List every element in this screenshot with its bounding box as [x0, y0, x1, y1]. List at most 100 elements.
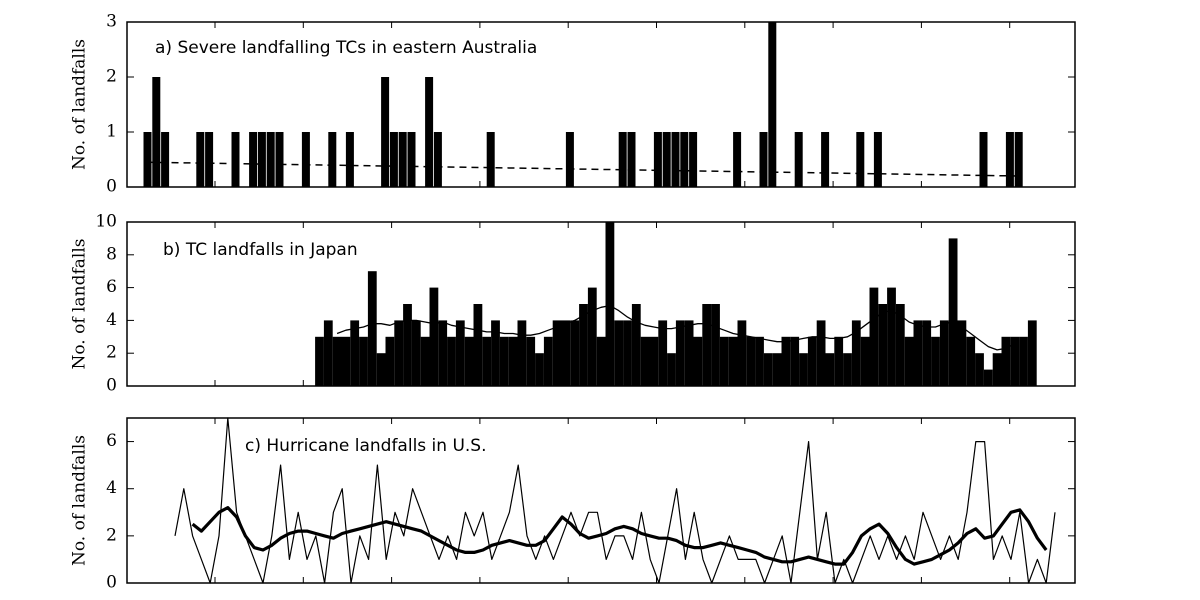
bar — [438, 320, 448, 386]
bar — [385, 336, 395, 386]
bar — [728, 336, 738, 386]
bar — [323, 320, 333, 386]
bar — [790, 336, 800, 386]
bar — [733, 132, 742, 187]
bar — [389, 132, 398, 187]
bar — [447, 336, 456, 386]
y-tick-label: 10 — [95, 212, 117, 232]
chart-title: c) Hurricane landfalls in U.S. — [245, 436, 487, 456]
bar — [376, 353, 386, 386]
bar — [1010, 336, 1020, 386]
bar — [983, 369, 993, 386]
bar — [843, 353, 852, 386]
bar — [794, 132, 803, 187]
y-tick-label: 2 — [106, 525, 117, 545]
bar — [772, 353, 782, 386]
bar — [407, 132, 416, 187]
bar — [1014, 132, 1023, 187]
bar — [535, 353, 544, 386]
panel: 0 2 4 6 No. of landfalls c) Hurricane landfal… — [70, 417, 1076, 593]
bar — [931, 336, 940, 386]
bar — [552, 320, 562, 386]
bar — [491, 320, 500, 386]
bar — [759, 132, 768, 187]
bar — [966, 336, 976, 386]
bar — [359, 336, 368, 386]
bar — [702, 304, 712, 386]
y-tick-label: 3 — [106, 12, 117, 32]
bar — [315, 336, 324, 386]
series-line — [174, 417, 1056, 584]
bar — [473, 304, 483, 386]
bar — [543, 336, 553, 386]
bar — [429, 287, 439, 386]
bar — [367, 271, 377, 386]
bar — [398, 132, 407, 187]
bar — [455, 320, 465, 386]
y-tick-label: 8 — [106, 244, 117, 264]
bar — [975, 353, 984, 386]
bar — [631, 304, 641, 386]
bar — [821, 132, 830, 187]
bar — [161, 132, 170, 187]
bar — [675, 320, 685, 386]
y-tick-label: 0 — [106, 177, 117, 197]
bar — [948, 238, 958, 386]
bar — [614, 320, 624, 386]
bar — [653, 132, 662, 187]
bar — [746, 336, 756, 386]
bar — [257, 132, 266, 187]
bar — [482, 336, 492, 386]
bar — [957, 320, 967, 386]
bar — [381, 77, 390, 187]
trend-line — [147, 161, 1019, 177]
bar — [499, 336, 509, 386]
bar — [913, 320, 923, 386]
bar — [196, 132, 205, 187]
chart-title: b) TC landfalls in Japan — [163, 240, 358, 260]
bar — [579, 304, 588, 386]
bar — [350, 320, 360, 386]
bar — [658, 320, 668, 386]
bar — [301, 132, 310, 187]
bar — [755, 336, 764, 386]
bar — [860, 336, 870, 386]
y-tick-label: 2 — [106, 343, 117, 363]
bar — [781, 336, 791, 386]
bar — [231, 132, 240, 187]
y-tick-label: 0 — [106, 573, 117, 593]
bar — [623, 320, 632, 386]
y-axis-label: No. of landfalls — [70, 239, 90, 370]
y-tick-label: 2 — [106, 67, 117, 87]
panel: 0 1 2 3 No. of landfalls a) Severe landfallin… — [70, 12, 1076, 197]
bar — [719, 336, 729, 386]
bar — [711, 304, 720, 386]
bar — [825, 353, 835, 386]
bar — [689, 132, 698, 187]
bar — [433, 132, 442, 187]
bar — [332, 336, 342, 386]
y-tick-label: 4 — [106, 310, 117, 330]
bar — [1001, 336, 1011, 386]
series-line — [191, 506, 1048, 566]
bar — [680, 132, 689, 187]
bar — [570, 320, 580, 386]
bar — [873, 132, 882, 187]
y-tick-label: 6 — [106, 431, 117, 451]
bar — [992, 353, 1002, 386]
bar — [152, 77, 161, 187]
bar — [922, 320, 932, 386]
bar — [671, 132, 680, 187]
bar — [486, 132, 495, 187]
plot-frame — [126, 417, 1076, 584]
y-tick-label: 1 — [106, 122, 117, 142]
bar — [799, 353, 808, 386]
y-tick-label: 6 — [106, 277, 117, 297]
bar — [816, 320, 826, 386]
bar — [411, 320, 421, 386]
bar — [649, 336, 659, 386]
bar — [517, 320, 527, 386]
bar — [508, 336, 518, 386]
